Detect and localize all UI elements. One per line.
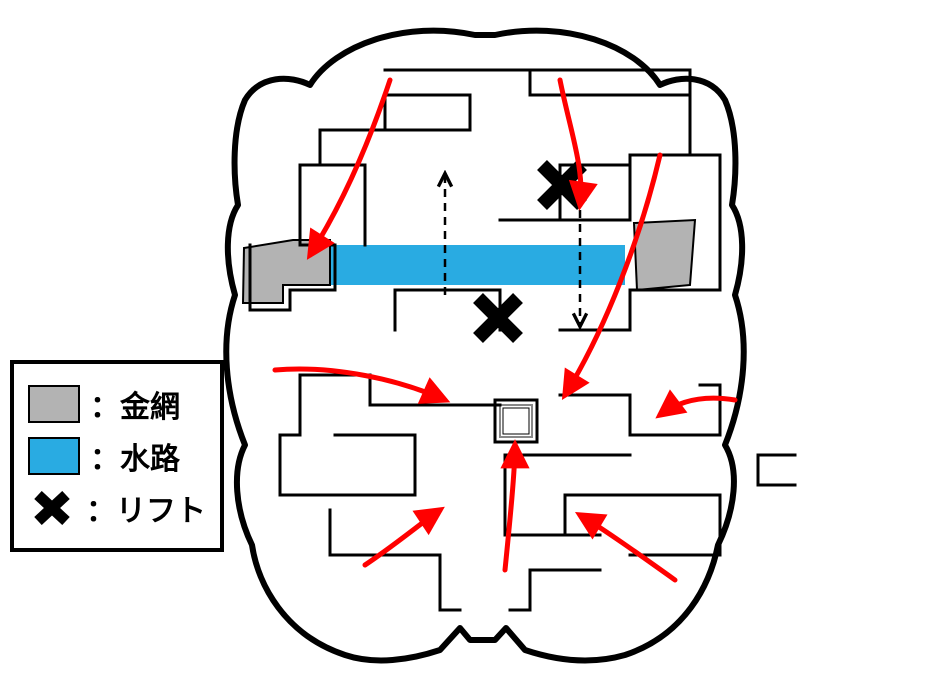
legend-row-mesh: ：金網 — [28, 382, 206, 426]
legend-label-lift: ：リフト — [86, 486, 206, 530]
map-outline — [226, 31, 743, 661]
legend-swatch-mesh — [28, 385, 80, 423]
legend-row-water: ：水路 — [28, 434, 206, 478]
legend-swatch-water — [28, 437, 80, 475]
map-svg — [0, 0, 927, 682]
water-channel — [320, 245, 625, 285]
legend-label-mesh: ：金網 — [90, 382, 180, 426]
legend-row-lift: ：リフト — [28, 486, 206, 530]
legend-label-water: ：水路 — [90, 434, 180, 478]
mesh-area-1 — [634, 220, 695, 290]
legend-box: ：金網 ：水路 ：リフト — [10, 360, 224, 552]
map-stage: ：金網 ：水路 ：リフト — [0, 0, 927, 682]
legend-swatch-lift — [28, 491, 76, 525]
